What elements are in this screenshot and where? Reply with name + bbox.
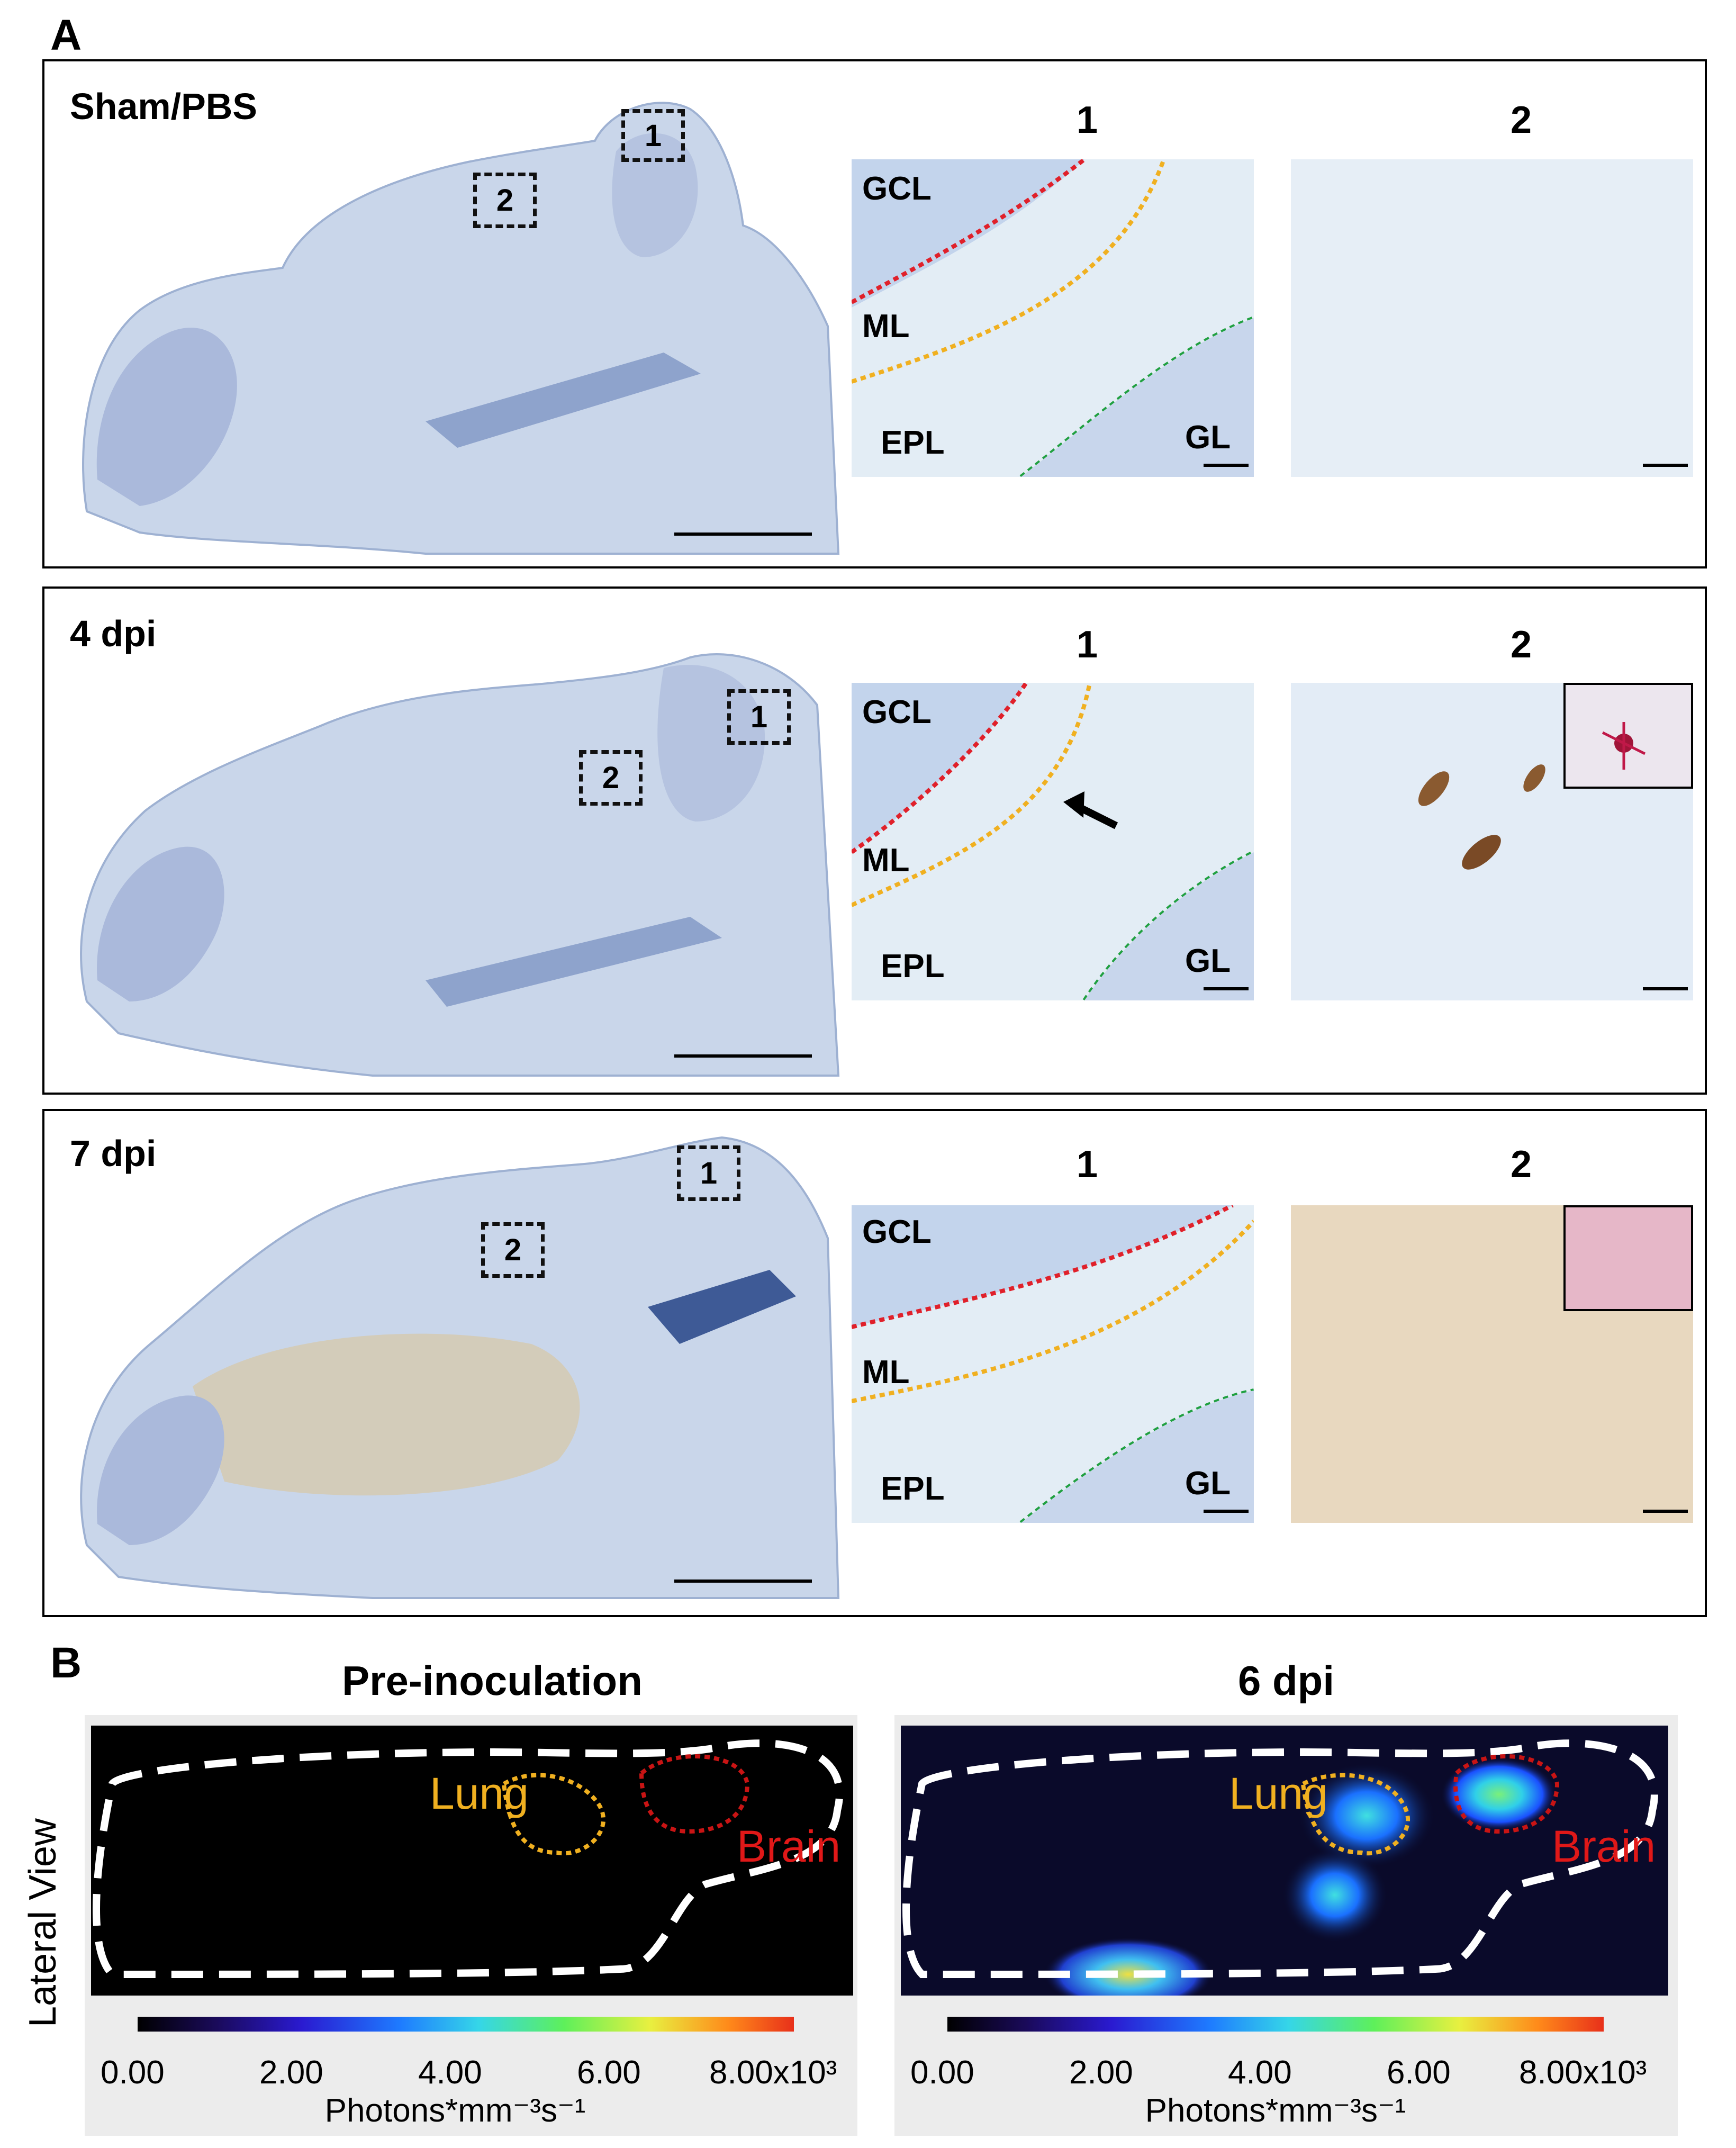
layer-gcl: GCL <box>862 1214 932 1250</box>
tick-label: 0.00 <box>101 2054 165 2091</box>
scale-bar <box>1643 464 1688 467</box>
micro-2-number: 2 <box>1510 624 1532 666</box>
brain-section-image <box>80 653 840 1077</box>
tick-label: 4.00 <box>1228 2054 1292 2091</box>
pre-inoculation-title: Pre-inoculation <box>342 1657 643 1704</box>
micro-1-image: GCL ML EPL GL <box>852 683 1254 1000</box>
row-label: 4 dpi <box>70 613 157 654</box>
tick-label: 0.00 <box>910 2054 974 2091</box>
tick-label: 6.00 <box>577 2054 641 2091</box>
brain-label: Brain <box>1552 1821 1656 1871</box>
row-4dpi: 4 dpi 1 2 1 GCL ML EPL GL 2 <box>42 586 1707 1095</box>
brain-label: Brain <box>737 1821 841 1871</box>
scale-bar <box>1643 987 1688 990</box>
scale-bar <box>674 1580 812 1583</box>
row-label: Sham/PBS <box>70 86 257 127</box>
color-scale-bar <box>138 2017 794 2032</box>
pre-inoculation-panel: Lung Brain 0.00 2.00 4.00 6.00 8.00x10³ … <box>85 1715 857 2136</box>
micro-1-number: 1 <box>1076 1143 1098 1186</box>
row-sham: Sham/PBS 1 2 1 GCL ML EPL GL 2 <box>42 59 1707 568</box>
layer-epl: EPL <box>881 1470 945 1507</box>
ish-inset <box>1563 683 1693 789</box>
layer-gcl: GCL <box>862 694 932 730</box>
panel-a-letter: A <box>50 11 82 59</box>
tick-label: 4.00 <box>418 2054 482 2091</box>
layer-gl: GL <box>1185 419 1231 456</box>
pre-inoculation-scan: Lung Brain <box>91 1726 853 1996</box>
micro-2-number: 2 <box>1510 99 1532 141</box>
tick-label: 8.00x10³ <box>709 2054 837 2091</box>
micro-1-image: GCL ML EPL GL <box>852 159 1254 477</box>
brain-section-image <box>82 102 840 555</box>
layer-ml: ML <box>862 1354 910 1391</box>
lateral-view-label: Lateral View <box>22 1818 64 2027</box>
zone-2-box: 2 <box>579 750 643 806</box>
6dpi-title: 6 dpi <box>1237 1657 1334 1704</box>
zone-2-box: 2 <box>473 173 537 228</box>
micro-2-image <box>1291 1205 1693 1523</box>
row-label: 7 dpi <box>70 1133 157 1174</box>
scale-bar <box>1643 1510 1688 1513</box>
layer-gl: GL <box>1185 1465 1231 1502</box>
tick-label: 2.00 <box>1069 2054 1133 2091</box>
brain-section-image <box>80 1136 840 1599</box>
6dpi-panel: Lung Brain 0.00 2.00 4.00 6.00 8.00x10³ … <box>894 1715 1678 2136</box>
layer-epl: EPL <box>881 425 945 461</box>
zone-1-box: 1 <box>677 1145 740 1201</box>
scale-bar <box>674 1054 812 1058</box>
micro-1-number: 1 <box>1076 624 1098 666</box>
layer-gcl: GCL <box>862 170 932 207</box>
scale-bar <box>1204 987 1249 990</box>
unit-label: Photons*mm⁻³s⁻¹ <box>1145 2092 1406 2129</box>
micro-2-number: 2 <box>1510 1143 1532 1186</box>
micro-1-number: 1 <box>1076 99 1098 141</box>
zone-1-box: 1 <box>727 689 791 745</box>
tick-label: 6.00 <box>1387 2054 1451 2091</box>
layer-ml: ML <box>862 842 910 879</box>
layer-gl: GL <box>1185 943 1231 979</box>
layer-ml: ML <box>862 308 910 345</box>
layer-epl: EPL <box>881 948 945 985</box>
scale-bar <box>1204 464 1249 467</box>
6dpi-scan: Lung Brain <box>901 1726 1668 1996</box>
color-scale-bar <box>947 2017 1604 2032</box>
zone-2-box: 2 <box>481 1222 545 1278</box>
micro-2-image <box>1291 159 1693 477</box>
zone-1-box: 1 <box>621 109 685 162</box>
scale-bar <box>1204 1510 1249 1513</box>
unit-label: Photons*mm⁻³s⁻¹ <box>324 2092 586 2129</box>
lung-label: Lung <box>430 1768 529 1818</box>
panel-b-letter: B <box>50 1639 82 1687</box>
lung-label: Lung <box>1229 1768 1328 1818</box>
scale-bar <box>674 533 812 536</box>
tick-label: 2.00 <box>259 2054 323 2091</box>
micro-2-image <box>1291 683 1693 1000</box>
micro-1-image: GCL ML EPL GL <box>852 1205 1254 1523</box>
row-7dpi: 7 dpi 1 2 1 GCL ML EPL GL 2 <box>42 1109 1707 1617</box>
tick-label: 8.00x10³ <box>1519 2054 1647 2091</box>
ish-inset <box>1563 1205 1693 1311</box>
